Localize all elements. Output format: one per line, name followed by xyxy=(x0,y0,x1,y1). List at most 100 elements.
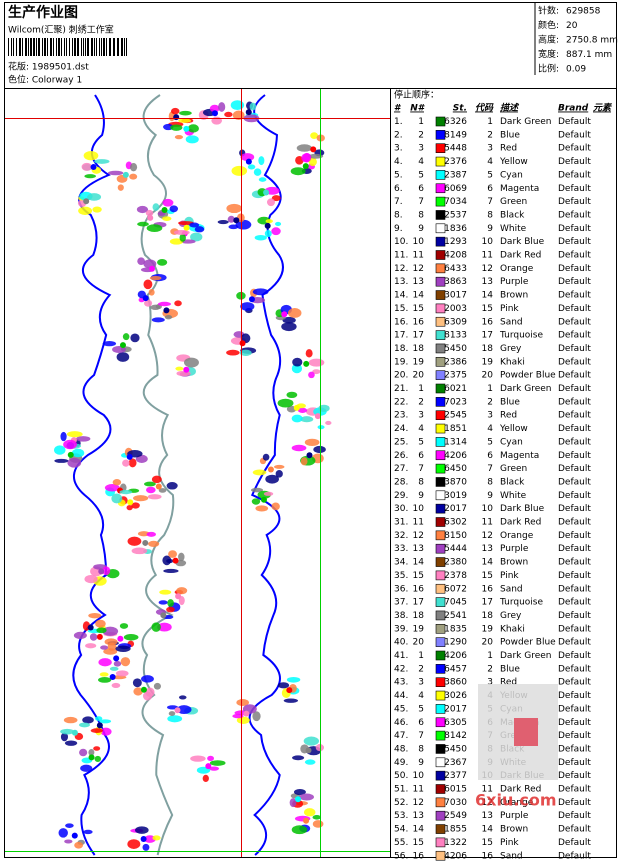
petal xyxy=(115,645,131,652)
petal xyxy=(299,793,314,801)
petal xyxy=(147,494,162,500)
needle: 6 xyxy=(418,184,424,194)
brand: Default xyxy=(558,411,591,421)
brand: Default xyxy=(558,264,591,274)
row-number: 24. xyxy=(394,424,408,434)
petal xyxy=(102,626,119,636)
studio: Wilcom(汇聚) 刺绣工作室 xyxy=(8,24,114,36)
brand: Default xyxy=(558,771,591,781)
needle: 16 xyxy=(413,584,425,594)
flower-center xyxy=(119,342,126,349)
petal xyxy=(100,645,109,650)
needle: 2 xyxy=(418,664,424,674)
motif xyxy=(54,439,85,468)
flower-center xyxy=(293,404,300,411)
motif xyxy=(190,755,226,783)
row-number: 44. xyxy=(394,691,408,701)
brand: Default xyxy=(558,504,591,514)
color-swatch xyxy=(435,130,446,140)
color-swatch xyxy=(435,156,446,167)
description: Yellow xyxy=(499,157,528,167)
petal xyxy=(83,829,93,835)
flower-center xyxy=(263,189,270,196)
petal xyxy=(88,748,95,756)
needle: 19 xyxy=(413,357,425,367)
bar xyxy=(13,38,14,56)
petal xyxy=(275,221,282,227)
stitches: 6302 xyxy=(444,518,467,528)
needle: 10 xyxy=(413,237,425,247)
petal xyxy=(317,425,325,430)
bar xyxy=(94,38,95,56)
flower-center xyxy=(140,835,147,842)
petal xyxy=(148,540,160,548)
petal xyxy=(264,230,272,238)
petal xyxy=(131,502,140,509)
color-swatch xyxy=(435,450,446,461)
flower-center xyxy=(174,707,181,714)
petal xyxy=(253,168,262,176)
description: Brown xyxy=(500,291,528,301)
brand: Default xyxy=(558,237,591,247)
petal xyxy=(119,489,133,495)
flower-center xyxy=(183,125,190,132)
brand: Default xyxy=(558,785,591,795)
petal xyxy=(304,438,320,447)
bar xyxy=(36,38,37,56)
description: Powder Blue xyxy=(500,638,556,648)
petal xyxy=(189,222,200,228)
petal xyxy=(157,301,172,307)
petal xyxy=(224,111,233,118)
stitches: 2541 xyxy=(444,611,467,621)
stitches: 1322 xyxy=(444,838,467,848)
petal xyxy=(81,162,93,171)
brand: Default xyxy=(558,704,591,714)
petal xyxy=(226,349,240,356)
description: White xyxy=(500,224,527,234)
stitches: 2017 xyxy=(444,704,467,714)
needle: 17 xyxy=(413,598,424,608)
petal xyxy=(87,193,102,201)
vine xyxy=(248,94,284,856)
stitches: 1855 xyxy=(444,825,467,835)
petal xyxy=(296,144,313,152)
petal xyxy=(218,102,226,112)
info-label: 比例: xyxy=(538,63,559,75)
description: Dark Green xyxy=(500,117,551,127)
description: Dark Red xyxy=(500,518,541,528)
row-number: 1. xyxy=(394,117,403,127)
petal xyxy=(133,495,149,502)
motif xyxy=(296,132,325,163)
row-number: 50. xyxy=(394,771,408,781)
petal xyxy=(137,257,146,265)
petal xyxy=(308,157,317,167)
petal xyxy=(315,744,325,752)
petal xyxy=(271,227,281,236)
description: White xyxy=(500,491,527,501)
petal xyxy=(80,764,93,772)
row-number: 27. xyxy=(394,464,408,474)
petal xyxy=(122,459,130,467)
petal xyxy=(258,177,267,182)
brand: Default xyxy=(558,544,591,554)
stitches: 2376 xyxy=(444,157,467,167)
petal xyxy=(60,732,69,742)
code: 12 xyxy=(482,798,493,808)
petal xyxy=(312,815,322,820)
motif xyxy=(251,177,281,207)
flower-center xyxy=(173,114,180,121)
row-number: 17. xyxy=(394,331,408,341)
bar xyxy=(8,38,9,56)
color-swatch xyxy=(435,143,446,153)
petal xyxy=(151,317,165,323)
petal xyxy=(194,226,205,233)
row-number: 10. xyxy=(394,237,408,247)
petal xyxy=(262,453,270,461)
row-number: 11. xyxy=(394,251,408,261)
description: Dark Red xyxy=(500,251,541,261)
bar xyxy=(16,38,17,56)
color-swatch xyxy=(435,250,446,260)
brand: Default xyxy=(558,210,591,220)
stitches: 3019 xyxy=(444,491,467,501)
stitches: 2375 xyxy=(444,371,467,381)
